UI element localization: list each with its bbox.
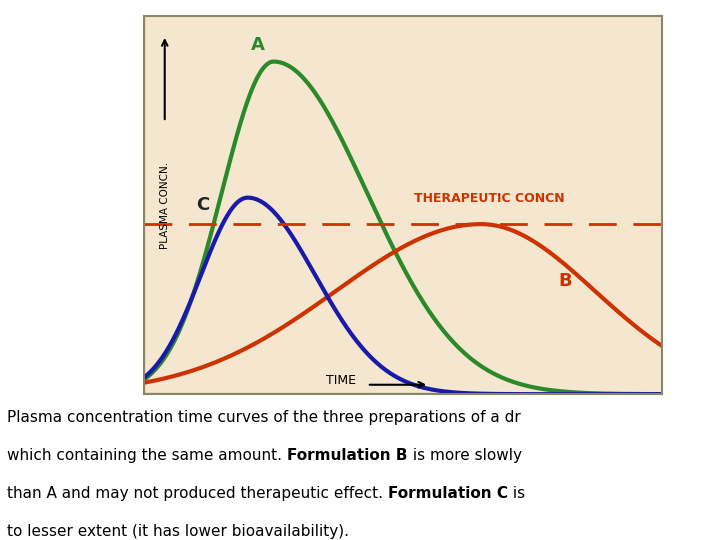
- Text: PLASMA CONCN.: PLASMA CONCN.: [160, 161, 170, 249]
- Text: A: A: [251, 36, 265, 54]
- Text: to lesser extent (it has lower bioavailability).: to lesser extent (it has lower bioavaila…: [7, 524, 349, 539]
- Text: is more slowly: is more slowly: [408, 448, 521, 463]
- Text: Plasma concentration time curves of the three preparations of a dr: Plasma concentration time curves of the …: [7, 410, 521, 426]
- Text: is: is: [508, 486, 525, 501]
- Text: B: B: [559, 272, 572, 290]
- Text: C: C: [196, 196, 209, 214]
- Text: which containing the same amount.: which containing the same amount.: [7, 448, 287, 463]
- Text: TIME: TIME: [326, 374, 356, 387]
- Text: than A and may not produced therapeutic effect.: than A and may not produced therapeutic …: [7, 486, 388, 501]
- Text: Formulation B: Formulation B: [287, 448, 408, 463]
- Text: Formulation C: Formulation C: [388, 486, 508, 501]
- Text: THERAPEUTIC CONCN: THERAPEUTIC CONCN: [413, 192, 564, 205]
